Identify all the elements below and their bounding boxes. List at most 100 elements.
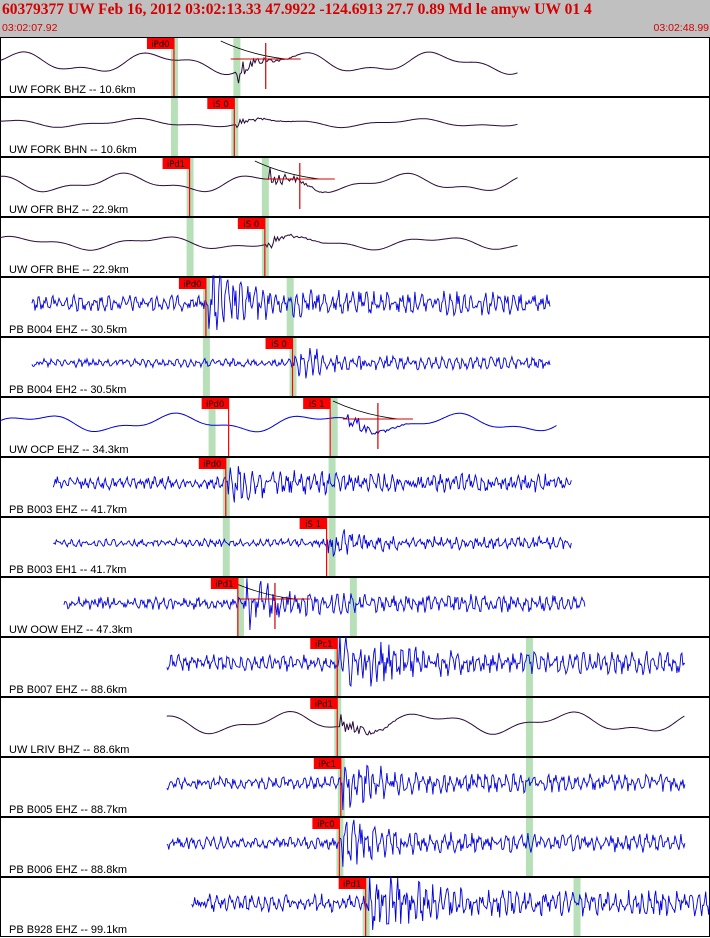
trace-panel: iS 0 UW OFR BHE -- 22.9km xyxy=(0,217,710,277)
phase-flag-label: iS 0 xyxy=(213,100,229,110)
waveform xyxy=(52,466,572,503)
pick-band xyxy=(328,518,336,576)
event-title: 60379377 UW Feb 16, 2012 03:02:13.33 47.… xyxy=(2,1,592,18)
pick-band xyxy=(286,278,294,336)
phase-flag-label: iS 0 xyxy=(243,220,259,230)
pick-band xyxy=(525,638,533,696)
station-label: PB B006 EHZ -- 88.8km xyxy=(9,864,127,876)
phase-flag[interactable] xyxy=(310,698,338,709)
station-label: UW OFR BHE -- 22.9km xyxy=(9,264,129,276)
waveform xyxy=(31,347,551,379)
trace-panel: iPc1 PB B007 EHZ -- 88.6km xyxy=(0,635,710,697)
waveform xyxy=(0,167,518,194)
panel-frame xyxy=(0,637,710,697)
waveform xyxy=(53,529,572,558)
phase-flag-label: iPd0 xyxy=(183,280,201,290)
pick-band xyxy=(525,698,533,756)
coda-fit-curve xyxy=(254,160,320,180)
panel-frame xyxy=(0,217,710,277)
phase-flag[interactable] xyxy=(210,578,238,589)
station-label: PB B004 EHZ -- 30.5km xyxy=(9,324,127,336)
phase-flag-label: iPd1 xyxy=(343,880,361,890)
phase-flag[interactable] xyxy=(299,518,327,529)
pick-band xyxy=(236,578,244,636)
pick-band xyxy=(202,338,210,396)
trace-panel: iPd1 PB B928 EHZ -- 99.1km xyxy=(0,875,710,937)
panel-frame xyxy=(0,817,710,877)
phase-flag-label: iS 1 xyxy=(309,400,325,410)
phase-flag-label: iPd1 xyxy=(167,160,185,170)
phase-flag[interactable] xyxy=(310,638,338,649)
panel-frame xyxy=(0,337,710,397)
waveform xyxy=(166,764,686,811)
pick-band xyxy=(222,518,230,576)
phase-flag-label: iS 0 xyxy=(271,340,287,350)
waveform xyxy=(0,117,518,129)
phase-flag[interactable] xyxy=(146,38,174,49)
pick-band xyxy=(186,218,194,276)
trace-panel: iS 1 PB B003 EH1 -- 41.7km xyxy=(0,517,710,577)
trace-panel: iPd0 PB B004 EHZ -- 30.5km xyxy=(0,275,710,337)
panel-frame xyxy=(0,457,710,517)
waveform xyxy=(0,51,518,84)
station-label: PB B003 EHZ -- 41.7km xyxy=(9,504,127,516)
phase-flag[interactable] xyxy=(198,458,226,469)
pick-band xyxy=(170,98,178,156)
station-label: PB B928 EHZ -- 99.1km xyxy=(9,924,127,936)
seismogram-panels: iPd0 UW FORK BHZ -- 10.6km iS 0 UW FORK BHN… xyxy=(0,37,710,937)
panel-frame xyxy=(0,697,710,757)
phase-flag-label: iPd0 xyxy=(203,460,221,470)
phase-flag[interactable] xyxy=(265,338,293,349)
station-label: UW OCP EHZ -- 34.3km xyxy=(9,444,129,456)
pick-band xyxy=(525,758,533,816)
phase-flag[interactable] xyxy=(237,218,265,229)
phase-flag[interactable] xyxy=(313,758,341,769)
waveform xyxy=(31,275,551,331)
waveform xyxy=(191,875,710,931)
station-label: UW OOW EHZ -- 47.3km xyxy=(9,624,132,636)
phase-flag-label: iPc0 xyxy=(317,820,335,830)
window-end-time: 03:02:48.99 xyxy=(653,22,709,34)
pick-band xyxy=(349,578,357,636)
phase-flag[interactable] xyxy=(162,158,190,169)
station-label: UW FORK BHZ -- 10.6km xyxy=(9,84,136,96)
event-header: 60379377 UW Feb 16, 2012 03:02:13.33 47.… xyxy=(0,0,710,37)
station-label: UW OFR BHZ -- 22.9km xyxy=(9,204,128,216)
phase-flag-label: iPd1 xyxy=(315,700,333,710)
trace-panel: iS 0 UW FORK BHN -- 10.6km xyxy=(0,97,710,157)
trace-panel: iPc0 PB B006 EHZ -- 88.8km xyxy=(0,817,710,877)
phase-flag-label: iPd0 xyxy=(206,400,224,410)
phase-flag[interactable] xyxy=(312,818,340,829)
trace-panel: iPd1 UW LRIV BHZ -- 88.6km xyxy=(0,697,710,757)
pick-band xyxy=(330,398,338,456)
pick-band xyxy=(328,458,336,516)
phase-flag-label: iPc1 xyxy=(315,640,333,650)
phase-flag-label: iPd1 xyxy=(215,580,233,590)
phase-flag[interactable] xyxy=(338,878,366,889)
station-label: UW FORK BHN -- 10.6km xyxy=(9,144,137,156)
waveform xyxy=(166,710,685,736)
station-label: PB B003 EH1 -- 41.7km xyxy=(9,564,126,576)
pick-band xyxy=(261,158,269,216)
phase-flag-label: iS 1 xyxy=(305,520,321,530)
trace-panel: iPd1 UW OFR BHZ -- 22.9km xyxy=(0,157,710,217)
phase-flag-label: iPc1 xyxy=(319,760,337,770)
window-start-time: 03:02:07.92 xyxy=(2,22,58,34)
pick-band xyxy=(208,398,216,456)
station-label: PB B004 EH2 -- 30.5km xyxy=(9,384,126,396)
station-label: PB B005 EHZ -- 88.7km xyxy=(9,804,127,816)
waveform xyxy=(63,578,586,631)
phase-flag[interactable] xyxy=(207,98,235,109)
trace-panel: iPd1 UW OOW EHZ -- 47.3km xyxy=(0,577,710,637)
phase-flag[interactable] xyxy=(303,398,331,409)
phase-flag[interactable] xyxy=(201,398,229,409)
waveform xyxy=(166,819,686,867)
pick-band xyxy=(233,38,241,96)
trace-panel: iPd0 iS 1 UW OCP EHZ -- 34.3km xyxy=(0,397,710,457)
trace-panel: iPd0 UW FORK BHZ -- 10.6km xyxy=(0,37,710,97)
phase-flag[interactable] xyxy=(178,278,206,289)
trace-panel: iS 0 PB B004 EH2 -- 30.5km xyxy=(0,337,710,397)
panel-frame xyxy=(0,157,710,217)
waveform xyxy=(166,635,686,688)
station-label: UW LRIV BHZ -- 88.6km xyxy=(9,744,129,756)
